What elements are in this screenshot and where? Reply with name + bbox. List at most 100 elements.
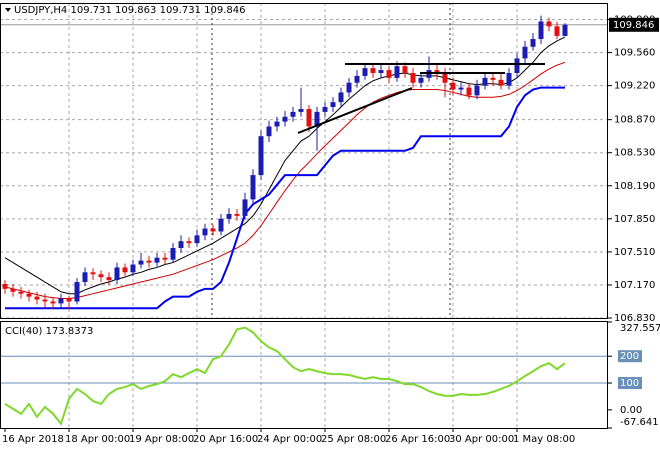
candle-body	[418, 77, 424, 83]
y-tick-label: 100	[620, 378, 639, 389]
y-tick-label: -67.641	[620, 417, 659, 428]
candle-body	[122, 267, 128, 273]
price-panel-border	[0, 3, 608, 319]
candle-body	[26, 293, 32, 297]
axis-layer: 109.900109.560109.220108.870108.530108.1…	[2, 15, 660, 445]
x-tick-label: 24 Apr 00:00	[257, 434, 322, 445]
candle-body	[42, 299, 48, 302]
candle-body	[466, 87, 472, 96]
indicator-line	[4, 61, 566, 300]
last-low: 109.731	[160, 5, 201, 16]
indicator-line	[4, 36, 566, 295]
candle-body	[58, 298, 64, 304]
x-tick-label: 20 Apr 16:00	[193, 434, 258, 445]
candle-body	[282, 116, 288, 122]
candle-body	[370, 68, 376, 73]
candle-body	[290, 111, 296, 117]
candle-body	[178, 241, 184, 248]
candle-body	[170, 248, 176, 260]
y-tick-label: 109.560	[614, 48, 655, 59]
candle-body	[138, 260, 144, 265]
last-close: 109.846	[204, 5, 245, 16]
candle-body	[242, 199, 248, 216]
x-tick-label: 18 Apr 00:00	[65, 434, 130, 445]
candle-body	[2, 283, 8, 289]
candle-body	[202, 228, 208, 236]
candle-body	[498, 79, 504, 86]
candle-body	[218, 218, 224, 232]
candle-body	[234, 213, 240, 216]
candle-body	[378, 70, 384, 73]
candle-body	[98, 274, 104, 278]
candle-body	[186, 241, 192, 244]
candle-body	[130, 264, 136, 273]
trend-line	[297, 87, 413, 134]
candle-body	[106, 277, 112, 281]
candle-body	[362, 68, 368, 76]
y-tick-label: 327.5576	[620, 323, 660, 334]
candle-body	[210, 228, 216, 232]
candle-body	[18, 291, 24, 294]
candle-body	[266, 126, 272, 137]
candle-body	[522, 46, 528, 59]
menu-arrow[interactable]	[5, 8, 11, 12]
candle-body	[90, 272, 96, 275]
cci-layer	[4, 326, 566, 426]
candle-body	[394, 66, 400, 78]
candle-body	[298, 108, 304, 112]
candle-body	[322, 107, 328, 112]
cci-title: CCI(40)	[5, 326, 43, 337]
candle-body	[250, 175, 256, 200]
candle-body	[34, 296, 40, 300]
indicator-line	[5, 86, 565, 310]
candle-body	[306, 108, 312, 127]
y-tick-label: 200	[620, 351, 639, 362]
price-label-box	[609, 17, 659, 32]
y-tick-label: 109.220	[614, 81, 655, 92]
candle-body	[538, 21, 544, 39]
candle-body	[346, 82, 352, 93]
candle-body	[314, 111, 320, 127]
y-tick-label: 108.530	[614, 148, 655, 159]
candle-body	[506, 73, 512, 86]
candle-body	[554, 26, 560, 36]
price-layer	[2, 15, 568, 310]
x-tick-label: 26 Apr 16:00	[385, 434, 450, 445]
candle-body	[194, 235, 200, 244]
candle-body	[474, 85, 480, 96]
candle-body	[442, 73, 448, 83]
y-tick-label: 0.00	[620, 405, 642, 416]
candle-body	[114, 267, 120, 281]
chart-header: USDJPY,H4 109.731 109.863 109.731 109.84…	[14, 5, 245, 16]
cci-last: 173.8373	[46, 326, 94, 337]
candle-body	[434, 70, 440, 73]
candle-body	[274, 121, 280, 127]
candle-body	[386, 70, 392, 78]
candle-body	[562, 24, 568, 36]
candle-body	[154, 257, 160, 263]
candle-body	[74, 282, 80, 302]
level-label-box	[618, 350, 642, 363]
candle-body	[66, 298, 72, 302]
x-tick-label: 25 Apr 08:00	[321, 434, 386, 445]
cci-header: CCI(40) 173.8373	[5, 326, 93, 337]
candle-body	[410, 73, 416, 83]
candle-body	[330, 102, 336, 108]
candle-body	[162, 257, 168, 260]
candle-body	[82, 272, 88, 283]
last-open: 109.731	[70, 5, 111, 16]
level-label-box	[618, 377, 642, 390]
y-tick-label: 108.870	[614, 115, 655, 126]
candle-body	[450, 82, 456, 90]
candle-body	[546, 21, 552, 27]
x-tick-label: 19 Apr 08:00	[129, 434, 194, 445]
y-tick-label: 106.830	[614, 313, 655, 324]
candle-body	[514, 58, 520, 73]
candle-body	[226, 213, 232, 219]
x-tick-label: 16 Apr 2018	[2, 434, 64, 445]
last-high: 109.863	[115, 5, 156, 16]
price-label: 109.846	[613, 20, 654, 31]
candle-body	[402, 66, 408, 73]
